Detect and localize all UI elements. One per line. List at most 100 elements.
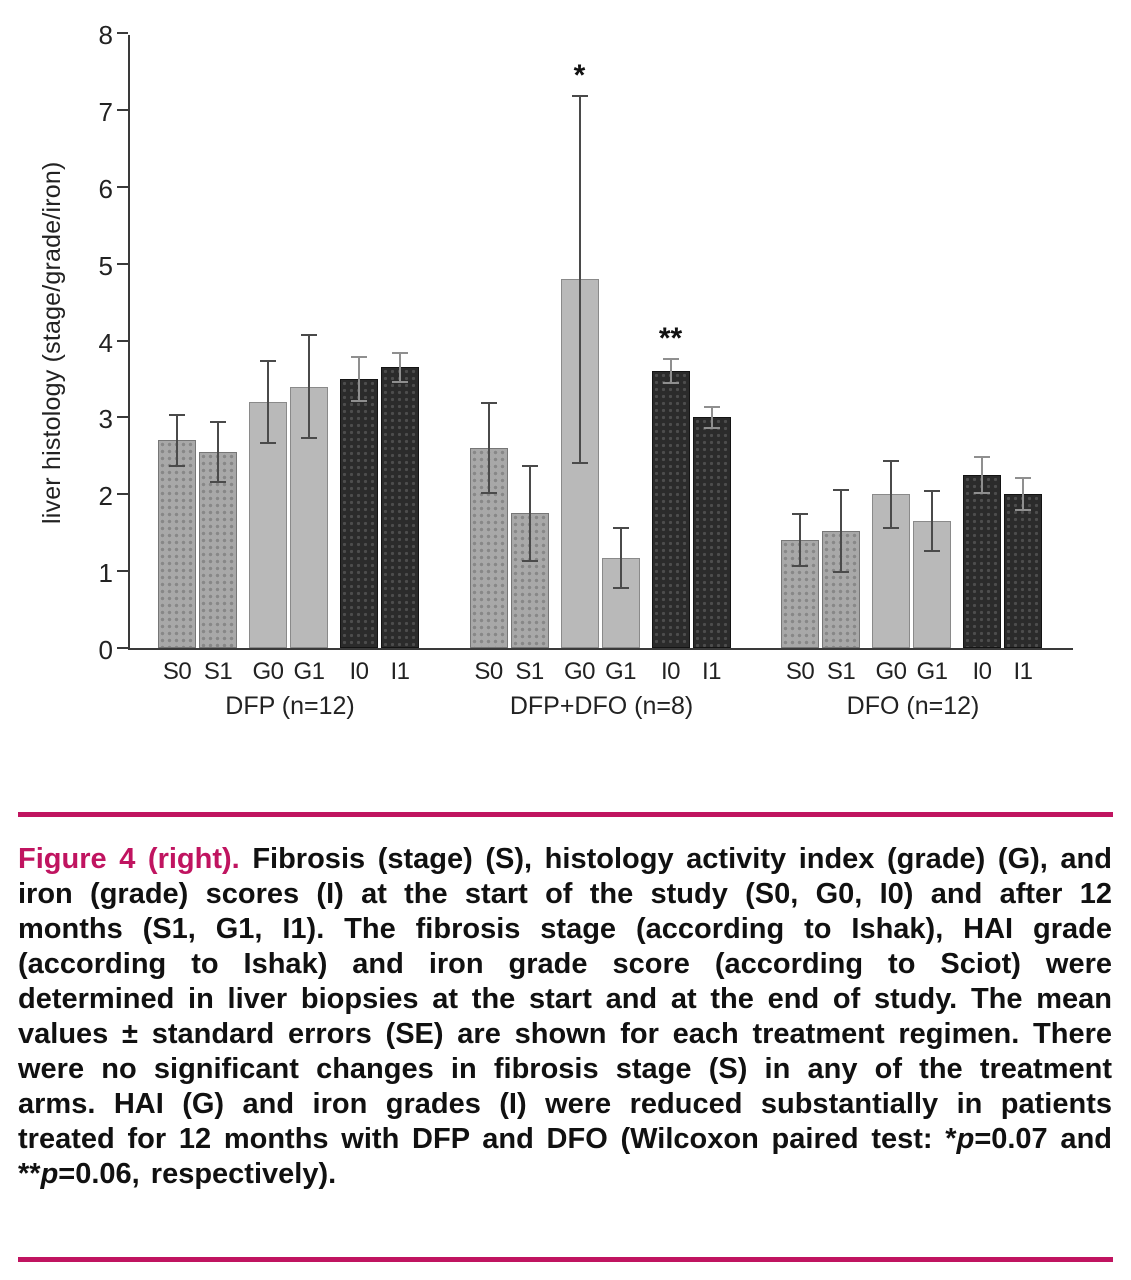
bar-s0: S0 [469, 35, 508, 685]
group-label: DFP (n=12) [225, 692, 355, 720]
x-tick-label: G1 [604, 658, 637, 685]
x-tick-label: I0 [972, 658, 992, 685]
error-bar [210, 421, 226, 483]
bar-rect [651, 371, 690, 648]
x-tick-label: I1 [701, 658, 722, 685]
error-bar [883, 459, 899, 529]
bar-rect [781, 540, 819, 648]
error-bar [351, 355, 367, 402]
x-tick-label: S1 [515, 658, 544, 685]
bar-rect [158, 440, 196, 648]
y-tick-label: 1 [98, 558, 113, 589]
error-bar [260, 359, 276, 445]
bar-s1: S1 [510, 35, 549, 685]
y-tick-label: 5 [98, 250, 113, 281]
y-tick-mark [117, 108, 128, 111]
caption-text: Fibrosis (stage) (S), histology activity… [18, 843, 1112, 1155]
y-tick-mark [117, 570, 128, 573]
bar-rect [963, 475, 1001, 648]
x-tick-label: I1 [390, 658, 410, 685]
bar-s1: S1 [822, 35, 860, 685]
y-tick-label: 4 [98, 327, 113, 358]
bar-i1: I1 [1004, 35, 1042, 685]
x-tick-label: I0 [349, 658, 369, 685]
y-tick-label: 6 [98, 173, 113, 204]
bar-s0: S0 [158, 35, 196, 685]
bar-rect [381, 367, 419, 648]
error-bar [662, 358, 679, 385]
bar-s1: S1 [199, 35, 237, 685]
x-tick-label: G0 [252, 658, 284, 685]
x-tick-label: G0 [875, 658, 907, 685]
y-tick-mark [117, 262, 128, 265]
caption-text: =0.07 and ** [18, 1123, 1112, 1190]
bar-i0: I0 [963, 35, 1001, 685]
bar-rect [692, 417, 731, 648]
bar-rect [872, 494, 910, 648]
caption-text: =0.06, respectively). [58, 1158, 337, 1190]
x-tick-label: G1 [293, 658, 325, 685]
bar-i0: I0 [340, 35, 378, 685]
caption-text: p [956, 1123, 975, 1155]
x-tick-label: I1 [1013, 658, 1033, 685]
bar-g0: G0 [872, 35, 910, 685]
y-tick-mark [117, 647, 128, 649]
bar-group: S0 S1 G0 G1 I0 I1 DFO (n=12) [781, 35, 1045, 720]
error-bar [521, 465, 538, 562]
y-tick-mark [117, 493, 128, 496]
x-tick-label: S0 [474, 658, 503, 685]
error-bar [169, 413, 185, 468]
bar-rect [1004, 494, 1042, 648]
bar-i1: I1 [381, 35, 419, 685]
error-bar [392, 352, 408, 383]
y-tick-label: 7 [98, 96, 113, 127]
group-label: DFO (n=12) [846, 692, 980, 720]
x-tick-label: G1 [916, 658, 948, 685]
y-tick-mark [117, 339, 128, 342]
caption-text: p [40, 1158, 59, 1190]
error-bar [480, 402, 497, 495]
bar-g0: G0 [249, 35, 287, 685]
figure-caption: Figure 4 (right). Fibrosis (stage) (S), … [18, 842, 1112, 1192]
x-tick-label: S1 [826, 658, 856, 685]
error-bar [833, 488, 849, 574]
error-bar [792, 513, 808, 568]
error-bar [924, 490, 940, 552]
bar-rect [560, 279, 599, 648]
caption-divider-bottom [18, 1257, 1113, 1262]
bar-s0: S0 [781, 35, 819, 685]
error-bar [571, 94, 588, 464]
x-tick-label: S0 [785, 658, 815, 685]
significance-marker: * [573, 58, 586, 92]
plot-area: S0 S1 G0 G1 I0 I1 DFP (n=12) S0 S1 * G0 G1 ** I0 I1 DFP… [117, 32, 1073, 720]
error-bar [612, 527, 629, 589]
bar-g0: * G0 [560, 35, 599, 685]
significance-marker: ** [658, 322, 683, 356]
error-bar [1015, 477, 1031, 512]
bar-g1: G1 [913, 35, 951, 685]
error-bar [301, 334, 317, 439]
bar-g1: G1 [290, 35, 328, 685]
bar-group: S0 S1 G0 G1 I0 I1 DFP (n=12) [158, 35, 422, 720]
y-tick-label: 2 [98, 481, 113, 512]
y-axis: 0 1 2 3 4 5 6 7 8 [58, 20, 113, 665]
bar-rect [340, 378, 378, 648]
y-tick-mark [117, 32, 128, 34]
x-tick-label: G0 [563, 658, 596, 685]
x-tick-label: S0 [162, 658, 192, 685]
x-tick-label: S1 [203, 658, 233, 685]
bar-group: S0 S1 * G0 G1 ** I0 I1 DFP+DFO (n=8) [469, 35, 734, 720]
bar-i1: I1 [692, 35, 731, 685]
bar-i0: ** I0 [651, 35, 690, 685]
error-bar [974, 455, 990, 495]
caption-heading: Figure 4 (right). [18, 843, 240, 875]
error-bar [703, 405, 720, 429]
bar-g1: G1 [601, 35, 640, 685]
bar-rect [199, 451, 237, 648]
y-tick-mark [117, 416, 128, 419]
x-tick-label: I0 [660, 658, 681, 685]
y-tick-mark [117, 185, 128, 188]
caption-divider-top [18, 812, 1113, 817]
